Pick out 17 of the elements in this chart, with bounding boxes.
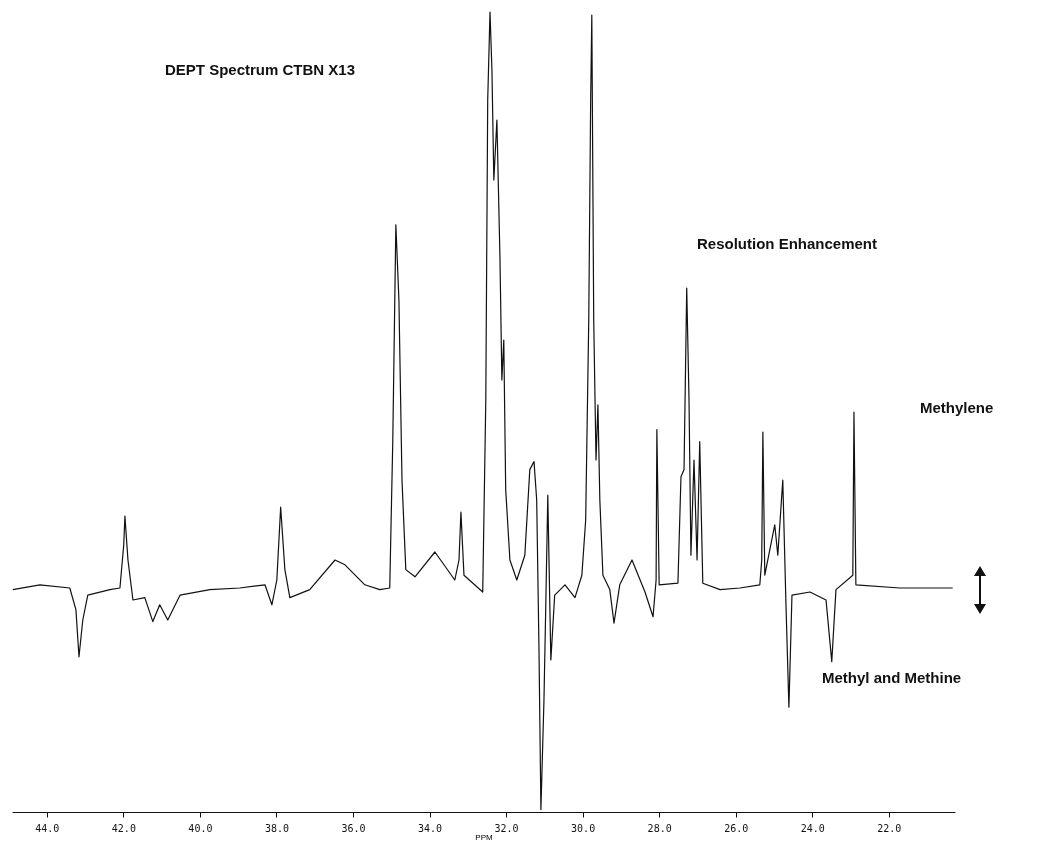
x-tick-label: 36.0 [341, 822, 366, 834]
x-axis-title: PPM [475, 832, 493, 842]
annotation: Methyl and Methine [822, 669, 962, 686]
x-tick-label: 42.0 [111, 822, 136, 834]
x-tick-label: 30.0 [571, 822, 596, 834]
x-tick-label: 24.0 [800, 822, 825, 834]
x-tick-label: 26.0 [724, 822, 749, 834]
text: DEPT Spectrum CTBN X13 [165, 61, 356, 78]
x-tick-label: 32.0 [494, 822, 519, 834]
x-tick-label: 28.0 [647, 822, 672, 834]
x-tick-label: 38.0 [264, 822, 289, 834]
x-tick-label: 44.0 [35, 822, 60, 834]
annotation: Methylene [920, 399, 994, 416]
x-tick-label: 40.0 [188, 822, 213, 834]
annotation: Resolution Enhancement [697, 235, 878, 252]
x-tick-label: 22.0 [877, 822, 902, 834]
x-tick-label: 34.0 [417, 822, 443, 834]
